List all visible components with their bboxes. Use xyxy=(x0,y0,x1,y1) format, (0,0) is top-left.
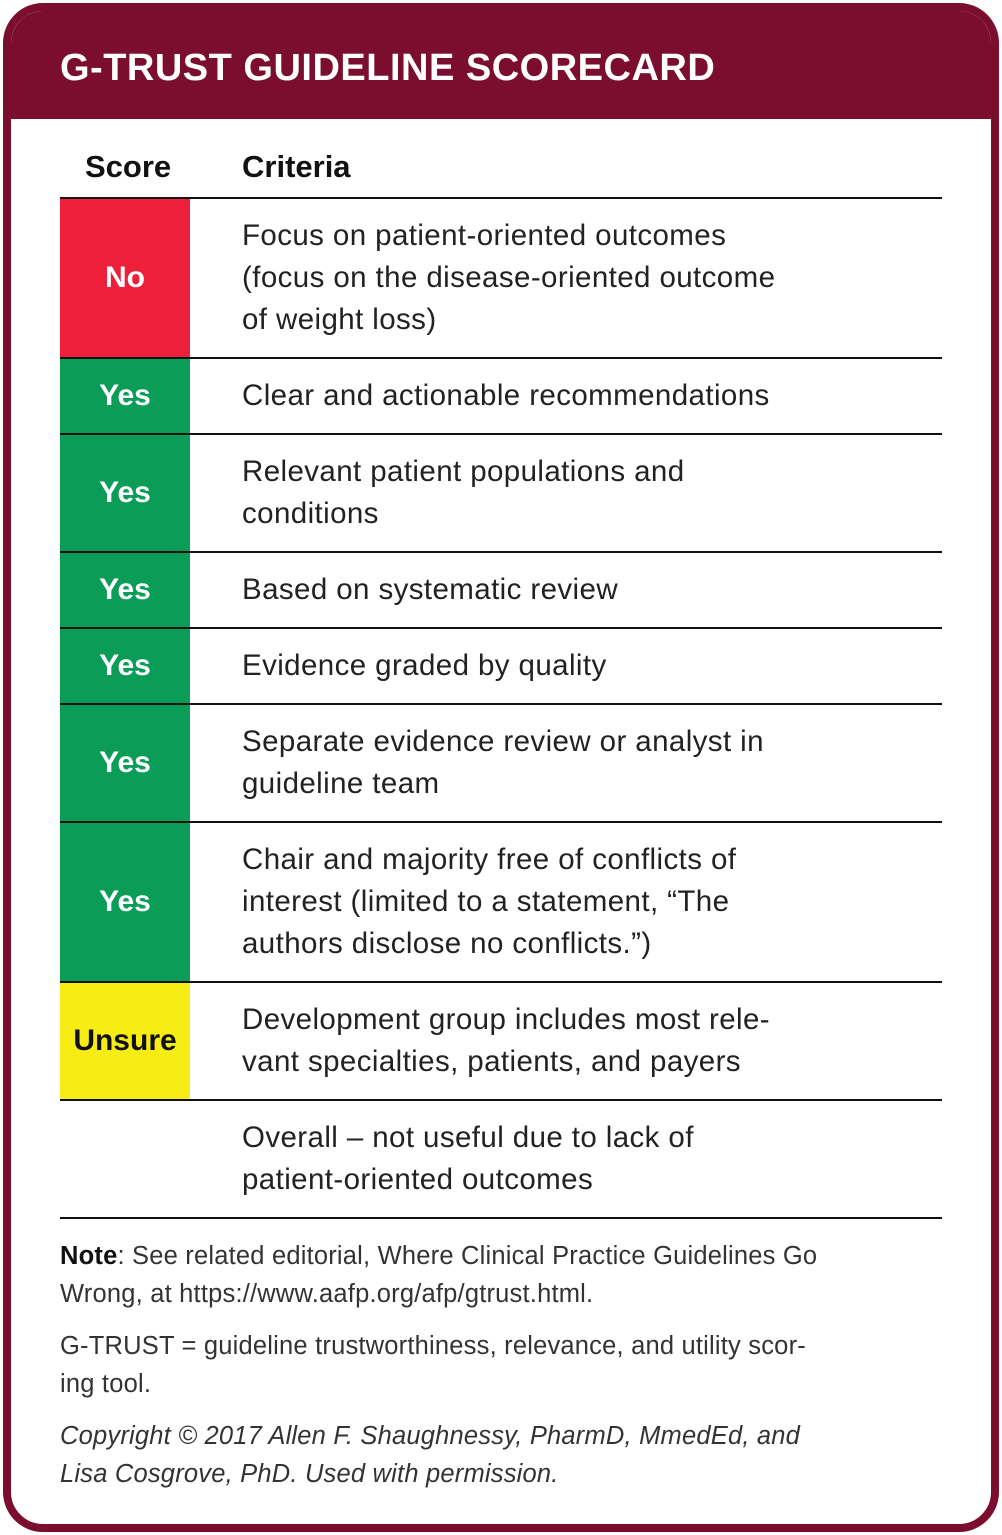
score-cell: Yes xyxy=(60,435,190,551)
note-text: Lisa Cosgrove, PhD. Used with permission… xyxy=(60,1460,559,1488)
criteria: Based on systematic review xyxy=(242,569,618,611)
note-line: Note: See related editorial, Where Clini… xyxy=(60,1237,817,1275)
note-line: Lisa Cosgrove, PhD. Used with permission… xyxy=(60,1455,800,1493)
score-cell: Yes xyxy=(60,629,190,703)
criteria-line: Focus on patient-oriented outcomes xyxy=(242,219,727,252)
note-line: ing tool. xyxy=(60,1365,806,1403)
note-text: : See related editorial, Where Clinical … xyxy=(117,1242,818,1270)
criteria: Relevant patient populations and conditio… xyxy=(242,451,685,535)
criteria-line: Relevant patient populations and xyxy=(242,455,685,488)
score: Yes xyxy=(99,476,151,509)
note: Copyright © 2017 Allen F. Shaughnessy, P… xyxy=(60,1417,800,1493)
note-text: Copyright © 2017 Allen F. Shaughnessy, P… xyxy=(60,1422,801,1450)
criteria-line: conditions xyxy=(242,497,379,530)
header-rule xyxy=(60,197,942,199)
criteria: Focus on patient-oriented outcomes (focus… xyxy=(242,215,775,341)
criteria: Clear and actionable recommendations xyxy=(242,375,770,417)
row-rule xyxy=(60,703,942,705)
row-rule xyxy=(60,357,942,359)
criteria-line: Overall – not useful due to lack of xyxy=(242,1121,694,1154)
criteria: Evidence graded by quality xyxy=(242,645,607,687)
row-rule xyxy=(60,981,942,983)
note-text: G-TRUST = guideline trustworthiness, rel… xyxy=(60,1332,806,1360)
criteria-line: authors disclose no conflicts.”) xyxy=(242,927,652,960)
criteria-line: (focus on the disease-oriented outcome xyxy=(242,261,776,294)
score-cell: Yes xyxy=(60,359,190,433)
score-cell: No xyxy=(60,199,190,357)
score: Yes xyxy=(99,379,151,412)
criteria-line: Clear and actionable recommendations xyxy=(242,379,770,412)
score-cell: Unsure xyxy=(60,983,190,1099)
row-rule xyxy=(60,1217,942,1219)
score-cell: Yes xyxy=(60,553,190,627)
title: G-TRUST GUIDELINE SCORECARD xyxy=(60,47,716,89)
column-header: Score xyxy=(85,149,172,184)
row-rule xyxy=(60,551,942,553)
criteria: Chair and majority free of conflicts of i… xyxy=(242,839,736,965)
score-cell: Yes xyxy=(60,705,190,821)
column-header: Criteria xyxy=(242,149,351,184)
criteria-line: Chair and majority free of conflicts of xyxy=(242,843,737,876)
criteria: Separate evidence review or analyst in gu… xyxy=(242,721,764,805)
criteria-line: Evidence graded by quality xyxy=(242,649,607,682)
scorecard: G-TRUST GUIDELINE SCORECARD Score Criter… xyxy=(3,3,999,1532)
note: Note: See related editorial, Where Clini… xyxy=(60,1237,817,1313)
note-label: Note xyxy=(60,1242,118,1270)
note-line: Copyright © 2017 Allen F. Shaughnessy, P… xyxy=(60,1417,800,1455)
note-text: ing tool. xyxy=(60,1370,152,1398)
note-line: G-TRUST = guideline trustworthiness, rel… xyxy=(60,1327,806,1365)
row-rule xyxy=(60,627,942,629)
note-line: Wrong, at https://www.aafp.org/afp/gtrus… xyxy=(60,1275,817,1313)
criteria-line: vant specialties, patients, and payers xyxy=(242,1045,741,1078)
criteria-line: interest (limited to a statement, “The xyxy=(242,885,730,918)
criteria-line: patient-oriented outcomes xyxy=(242,1163,594,1196)
criteria-line: Development group includes most rele- xyxy=(242,1003,771,1036)
criteria-line: of weight loss) xyxy=(242,303,437,336)
row-rule xyxy=(60,1099,942,1101)
criteria: Overall – not useful due to lack of patie… xyxy=(242,1117,694,1201)
score: Yes xyxy=(99,746,151,779)
score: Yes xyxy=(99,885,151,918)
criteria: Development group includes most rele-van… xyxy=(242,999,770,1083)
row-rule xyxy=(60,821,942,823)
row-rule xyxy=(60,433,942,435)
header-band: G-TRUST GUIDELINE SCORECARD xyxy=(11,11,991,119)
criteria-line: guideline team xyxy=(242,767,440,800)
score-cell: Yes xyxy=(60,823,190,981)
score: Yes xyxy=(99,649,151,682)
criteria-line: Separate evidence review or analyst in xyxy=(242,725,764,758)
score: Yes xyxy=(99,573,151,606)
criteria-line: Based on systematic review xyxy=(242,573,619,606)
score: No xyxy=(105,261,145,294)
note: G-TRUST = guideline trustworthiness, rel… xyxy=(60,1327,806,1403)
score: Unsure xyxy=(73,1024,177,1057)
score-cell xyxy=(60,1101,190,1217)
note-text: Wrong, at https://www.aafp.org/afp/gtrus… xyxy=(60,1280,594,1308)
